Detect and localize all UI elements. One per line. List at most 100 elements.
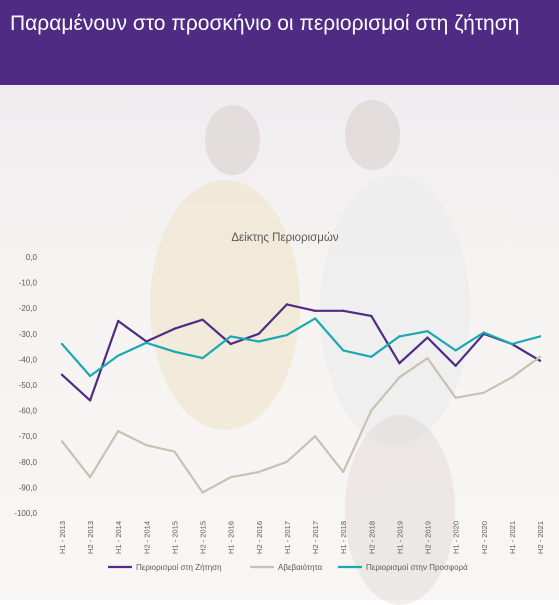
x-tick-label: H1 - 2017 [283,521,292,554]
data-point [510,342,513,346]
legend-label: Περιορισμοί στη Ζήτηση [136,563,222,572]
data-point [173,450,176,453]
data-point [454,349,457,352]
y-tick-label: -10,0 [19,279,38,288]
data-point [201,491,204,494]
x-tick-label: H1 - 2020 [452,521,461,554]
y-axis-ticks: 0,0 -10,0 -20,0 -30,0 -40,0 -50,0 -60,0 -70,0 -8… [14,253,37,518]
data-point [145,444,148,447]
background-photo [0,85,559,605]
x-tick-label: H1 - 2019 [395,521,404,554]
data-point [201,357,204,360]
data-point [370,355,373,358]
photo-figure-right-head [345,100,400,170]
x-tick-label: H1 - 2016 [227,521,236,554]
data-point [229,342,232,346]
y-tick-label: -90,0 [19,483,38,492]
series-lines [60,303,542,494]
y-tick-label: -20,0 [19,304,38,313]
x-tick-label: H2 - 2019 [424,521,433,554]
photo-figure-right-legs [345,415,455,605]
data-point [173,327,176,330]
data-point [454,396,457,399]
data-point [257,470,260,474]
data-point [370,409,373,412]
data-point [342,470,345,474]
data-point [538,355,542,358]
x-tick-label: H2 - 2021 [536,521,545,554]
x-tick-label: H1 - 2013 [58,521,67,554]
data-point [285,333,289,337]
data-point [426,336,429,339]
x-tick-label: H2 - 2016 [255,521,264,554]
series-line-2 [60,355,542,494]
data-point [89,374,92,378]
chart-title: Δείκτης Περιορισμών [231,232,339,244]
data-point [342,309,345,312]
data-point [89,399,92,402]
data-point [117,354,120,357]
legend: Περιορισμοί στη Ζήτηση Αβεβαιότητα Περιορι… [108,563,468,572]
x-tick-label: H2 - 2017 [311,521,320,554]
data-point [201,318,204,321]
photo-figure-left [150,180,300,430]
photo-figure-right [320,175,470,445]
y-tick-label: -100,0 [14,509,37,518]
x-tick-label: H2 - 2014 [142,521,151,554]
y-tick-label: -80,0 [19,458,38,467]
y-tick-label: -30,0 [19,330,38,339]
legend-label: Περιορισμοί στην Προσφορά [366,563,468,572]
data-point [145,341,148,344]
data-point [313,435,317,438]
data-point [229,335,232,338]
x-tick-label: H2 - 2018 [367,521,376,554]
data-point [60,440,64,443]
legend-label: Αβεβαιότητα [278,563,323,572]
data-point [398,376,401,379]
data-point [510,376,513,379]
data-point [342,349,345,352]
title-banner: Παραμένουν στο προσκήνιο οι περιορισμοί … [0,0,559,85]
data-point [398,335,401,338]
data-point [426,357,429,360]
data-point [482,391,485,394]
data-point [370,314,373,317]
x-axis-ticks: H1 - 2013 H2 - 2013 H1 - 2014 H2 - 2014 H1 -… [58,521,545,554]
data-point [257,340,260,343]
series-line-3 [60,317,542,378]
y-tick-label: -50,0 [19,381,38,390]
x-tick-label: H1 - 2018 [339,521,348,554]
x-tick-label: H1 - 2021 [508,521,517,554]
x-tick-label: H2 - 2015 [199,521,208,554]
data-point [313,317,317,320]
data-point [229,476,232,479]
x-tick-label: H2 - 2013 [86,521,95,554]
page-title: Παραμένουν στο προσκήνιο οι περιορισμοί … [10,12,520,35]
y-tick-label: -70,0 [19,432,38,441]
data-point [285,460,289,463]
x-tick-label: H1 - 2015 [170,521,179,554]
x-tick-label: H1 - 2014 [114,521,123,554]
data-point [454,364,457,367]
y-tick-label: -60,0 [19,407,38,416]
data-point [60,373,64,376]
data-point [173,350,176,353]
data-point [538,335,542,338]
data-point [313,309,317,312]
x-tick-label: H2 - 2020 [480,521,489,554]
data-point [398,362,401,365]
data-point [426,330,429,333]
data-point [285,303,289,306]
photo-figure-left-head [205,105,260,175]
data-point [257,332,260,335]
data-point [89,476,92,479]
data-point [482,331,485,334]
data-point [117,319,120,323]
data-point [60,342,64,346]
data-point [117,429,120,433]
series-line-1 [60,303,542,402]
y-tick-label: 0,0 [26,253,38,262]
y-tick-label: -40,0 [19,355,38,364]
data-point [538,359,542,362]
